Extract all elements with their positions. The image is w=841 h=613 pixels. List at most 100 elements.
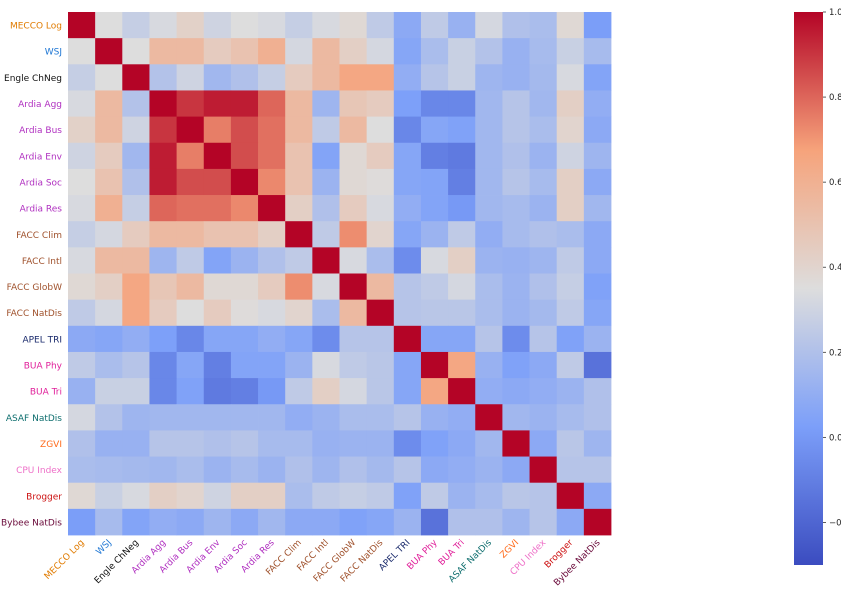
heatmap-cell bbox=[122, 430, 150, 457]
heatmap-cell bbox=[420, 404, 449, 431]
heatmap-cell bbox=[149, 325, 177, 353]
heatmap-cell bbox=[529, 168, 558, 196]
heatmap-cell bbox=[448, 378, 476, 405]
heatmap-cell bbox=[258, 325, 286, 353]
heatmap-cell bbox=[285, 325, 313, 353]
column-label: MECCO Log bbox=[43, 538, 87, 582]
heatmap-cell bbox=[149, 90, 177, 117]
heatmap-cell bbox=[393, 351, 422, 379]
heatmap-cell bbox=[339, 482, 368, 510]
heatmap-cell bbox=[420, 64, 449, 91]
heatmap-cell bbox=[230, 221, 259, 248]
heatmap-cell bbox=[420, 430, 449, 457]
heatmap-cell bbox=[502, 38, 530, 65]
heatmap-cell bbox=[420, 378, 449, 405]
heatmap-cell bbox=[285, 64, 313, 91]
heatmap-cell bbox=[393, 116, 422, 144]
heatmap-cell bbox=[366, 38, 395, 65]
heatmap-cell bbox=[448, 116, 476, 144]
heatmap-cell bbox=[583, 351, 612, 379]
heatmap-cell bbox=[529, 404, 558, 431]
heatmap-cell bbox=[393, 90, 422, 117]
heatmap-cell bbox=[312, 351, 340, 379]
heatmap-cell bbox=[502, 273, 530, 301]
heatmap-cell bbox=[475, 482, 503, 510]
row-label: FACC GlobW bbox=[7, 283, 62, 293]
heatmap-cell bbox=[556, 38, 585, 65]
row-label: CPU Index bbox=[16, 466, 63, 476]
heatmap-cell bbox=[556, 351, 585, 379]
heatmap-cell bbox=[176, 12, 205, 39]
heatmap-cell bbox=[95, 38, 123, 65]
heatmap-cell bbox=[393, 195, 422, 222]
heatmap-cell bbox=[556, 195, 585, 222]
heatmap-cell bbox=[366, 64, 395, 91]
column-label: BUA Phy bbox=[406, 538, 441, 573]
heatmap-cell bbox=[176, 482, 205, 510]
heatmap-cell bbox=[285, 273, 313, 301]
row-label: Engle ChNeg bbox=[4, 74, 62, 84]
heatmap-cell bbox=[68, 12, 96, 39]
heatmap-cell bbox=[149, 508, 177, 536]
heatmap-cell bbox=[285, 482, 313, 510]
heatmap-cell bbox=[556, 168, 585, 196]
heatmap-cell bbox=[312, 168, 340, 196]
heatmap-cell bbox=[312, 38, 340, 65]
heatmap-cell bbox=[475, 508, 503, 536]
heatmap-cell bbox=[203, 38, 232, 65]
heatmap-cell bbox=[448, 90, 476, 117]
heatmap-cell bbox=[285, 404, 313, 431]
heatmap-cell bbox=[393, 430, 422, 457]
heatmap-cell bbox=[203, 404, 232, 431]
row-label: Ardia Bus bbox=[19, 126, 62, 136]
heatmap-cell bbox=[583, 456, 612, 484]
heatmap-cell bbox=[583, 247, 612, 274]
colorbar-tick-label: 0.8 bbox=[829, 93, 841, 103]
heatmap-cell bbox=[176, 325, 205, 353]
heatmap-cell bbox=[176, 456, 205, 484]
heatmap-cell bbox=[475, 378, 503, 405]
heatmap-cell bbox=[149, 168, 177, 196]
heatmap-cell bbox=[339, 299, 368, 327]
row-label: FACC Intl bbox=[22, 257, 62, 267]
heatmap-cell bbox=[122, 142, 150, 170]
heatmap-cell bbox=[583, 299, 612, 327]
heatmap-cell bbox=[529, 273, 558, 301]
heatmap-cell bbox=[393, 168, 422, 196]
row-label: APEL TRI bbox=[22, 335, 62, 345]
heatmap-cell bbox=[420, 195, 449, 222]
heatmap-cell bbox=[68, 273, 96, 301]
heatmap-cell bbox=[230, 12, 259, 39]
row-label: BUA Tri bbox=[30, 388, 62, 398]
heatmap-cell bbox=[176, 247, 205, 274]
heatmap-cell bbox=[122, 299, 150, 327]
heatmap-cell bbox=[230, 116, 259, 144]
heatmap-cell bbox=[285, 195, 313, 222]
heatmap-cell bbox=[448, 168, 476, 196]
heatmap-cell bbox=[420, 325, 449, 353]
heatmap-cell bbox=[502, 90, 530, 117]
heatmap-cell bbox=[529, 430, 558, 457]
row-label: Ardia Env bbox=[19, 152, 63, 162]
heatmap-cell bbox=[448, 456, 476, 484]
heatmap-cell bbox=[312, 508, 340, 536]
heatmap-cell bbox=[583, 378, 612, 405]
heatmap-cell bbox=[583, 168, 612, 196]
heatmap-cell bbox=[529, 299, 558, 327]
heatmap-cell bbox=[258, 508, 286, 536]
heatmap-cell bbox=[95, 430, 123, 457]
heatmap-cell bbox=[122, 116, 150, 144]
heatmap-cell bbox=[339, 404, 368, 431]
heatmap-cell bbox=[285, 508, 313, 536]
heatmap-cell bbox=[176, 221, 205, 248]
heatmap-cell bbox=[583, 142, 612, 170]
heatmap-cell bbox=[339, 90, 368, 117]
heatmap-cell bbox=[230, 195, 259, 222]
heatmap-cell bbox=[203, 221, 232, 248]
heatmap-cell bbox=[203, 64, 232, 91]
heatmap-cell bbox=[556, 404, 585, 431]
heatmap-cell bbox=[556, 90, 585, 117]
heatmap-cell bbox=[420, 299, 449, 327]
heatmap-cell bbox=[448, 247, 476, 274]
heatmap-cell bbox=[312, 12, 340, 39]
